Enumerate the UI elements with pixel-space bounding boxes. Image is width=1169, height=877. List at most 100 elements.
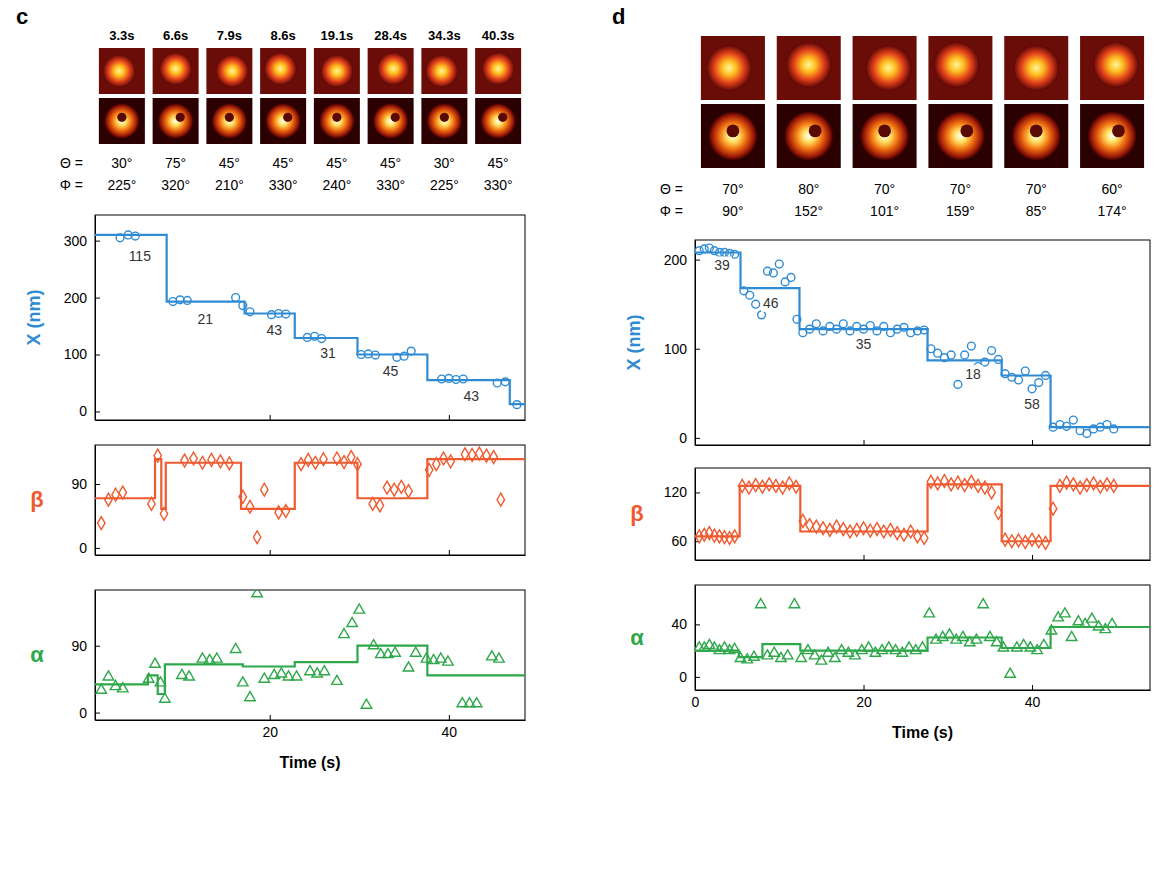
- image-spot: [264, 52, 297, 85]
- step-size-annotation: 39: [712, 256, 732, 274]
- y-axis: 0100200300: [64, 216, 100, 421]
- data-point: [383, 481, 390, 494]
- frame-simulation: [853, 104, 917, 168]
- data-point: [291, 671, 302, 680]
- image-ground: [853, 104, 917, 168]
- x-tick-mark: [1032, 685, 1033, 690]
- image-ground: [475, 98, 521, 144]
- image-ground: [421, 48, 467, 94]
- step-size-annotation: 43: [264, 321, 284, 339]
- image-ground: [206, 48, 252, 94]
- step-size-annotation: 31: [318, 344, 338, 362]
- image-dark-lobe: [176, 113, 185, 122]
- data-point: [988, 347, 996, 355]
- chart: 01002003001152143314543X (nm): [24, 215, 526, 421]
- data-point: [967, 342, 975, 350]
- data-point: [304, 453, 311, 466]
- image-ground: [701, 104, 765, 168]
- data-point: [988, 486, 995, 499]
- y-tick-label: 200: [64, 290, 88, 306]
- annotation-patch: [127, 247, 154, 265]
- x-axis: [96, 550, 526, 556]
- step-size-annotation: 21: [195, 310, 215, 328]
- image-ground: [260, 98, 306, 144]
- y-tick: 120: [664, 484, 700, 500]
- image-spot: [934, 42, 980, 88]
- data-point: [985, 631, 996, 640]
- frame-phi: 174°: [1098, 203, 1127, 219]
- frame-image: [928, 36, 992, 100]
- frame-phi: 90°: [722, 203, 743, 219]
- data-point: [150, 658, 161, 667]
- x-axis-line: [696, 690, 1151, 691]
- image-spot: [1012, 112, 1061, 161]
- data-point: [746, 291, 754, 299]
- frame-simulation: [777, 104, 841, 168]
- image-spot: [159, 52, 192, 85]
- frame-image: [153, 48, 199, 94]
- y-axis-title: α: [630, 625, 644, 650]
- image-ground: [777, 104, 841, 168]
- frame-time: 3.3s: [109, 28, 134, 43]
- step-fit: [695, 484, 1150, 541]
- image-ground: [1080, 104, 1144, 168]
- frame-image: [368, 48, 414, 94]
- annotation-patch: [712, 256, 732, 274]
- image-ground: [1004, 104, 1068, 168]
- frame-phi: 101°: [870, 203, 899, 219]
- frame-simulation: [99, 98, 145, 144]
- image-spot: [860, 112, 909, 161]
- image-dark-lobe: [878, 124, 891, 137]
- data-point: [332, 675, 343, 684]
- chart: 02040040αTime (s): [630, 585, 1150, 741]
- step-size-annotation: 58: [1022, 395, 1042, 413]
- frame-image: [1004, 36, 1068, 100]
- frame-phi: 330°: [269, 177, 298, 193]
- x-tick-mark: [270, 715, 271, 720]
- y-tick-mark: [95, 548, 100, 549]
- data-point: [765, 478, 772, 491]
- y-axis-line: [95, 446, 96, 556]
- x-tick: [1032, 440, 1033, 445]
- image-ground: [1004, 36, 1068, 100]
- annotation-text: 18: [965, 366, 981, 382]
- image-spot: [377, 52, 410, 85]
- x-tick-mark: [864, 685, 865, 690]
- y-tick: 300: [64, 233, 100, 249]
- frame-simulation: [701, 104, 765, 168]
- y-axis: 60120: [664, 469, 700, 561]
- data-point: [398, 480, 405, 493]
- annotation-text: 39: [714, 257, 730, 273]
- x-axis: [96, 415, 526, 421]
- data-point: [230, 643, 241, 652]
- x-tick: [449, 415, 450, 420]
- y-tick-mark: [95, 713, 100, 714]
- annotation-patch: [963, 365, 983, 383]
- y-tick-label: 120: [664, 484, 688, 500]
- image-spot: [103, 54, 136, 87]
- step-size-annotation: 35: [854, 335, 874, 353]
- y-axis-title: X (nm): [24, 289, 44, 345]
- y-axis-title: α: [30, 642, 44, 667]
- plot-frame: [695, 240, 1150, 445]
- data-point: [749, 651, 760, 660]
- image-ground: [314, 48, 360, 94]
- data-point: [823, 647, 834, 656]
- data-point: [148, 497, 155, 510]
- data-point: [978, 599, 989, 608]
- data-point: [1015, 376, 1023, 384]
- plot-frame: [95, 590, 525, 720]
- y-tick-label: 300: [64, 233, 88, 249]
- y-axis-line: [695, 241, 696, 446]
- annotation-text: 35: [856, 336, 872, 352]
- image-spot: [427, 104, 462, 139]
- y-axis: 040: [671, 586, 700, 691]
- y-tick: 0: [79, 540, 100, 556]
- frame-simulation: [421, 98, 467, 144]
- frame-theta: 70°: [950, 181, 971, 197]
- data-point: [103, 671, 114, 680]
- frame-phi: 320°: [161, 177, 190, 193]
- frame-image: [777, 36, 841, 100]
- panel-letter: d: [612, 4, 625, 29]
- y-tick-label: 0: [79, 705, 87, 721]
